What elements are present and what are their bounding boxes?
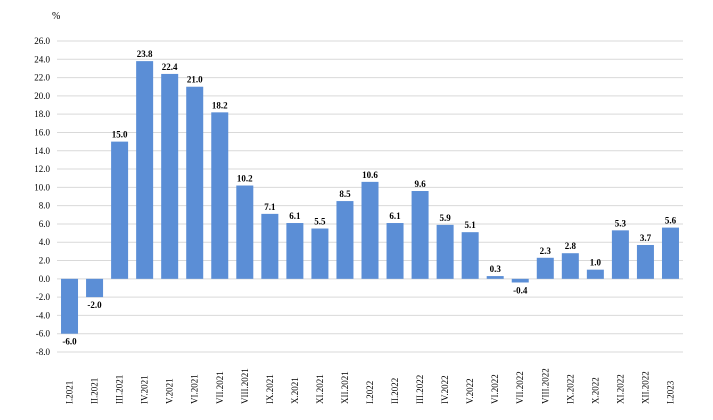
bar — [661, 227, 679, 279]
bar — [511, 278, 529, 283]
x-tick-label: I.2023 — [665, 380, 675, 404]
data-label: 15.0 — [112, 130, 128, 140]
data-labels: -6.0 -2.0 15.0 23.8 22.4 21.0 18.2 10.2 7.1 6.1 5.… — [62, 49, 676, 347]
x-tick-label: VII.2022 — [515, 371, 525, 404]
data-label: 1.0 — [590, 258, 602, 268]
data-label: -2.0 — [87, 300, 102, 310]
y-axis-unit-label: % — [52, 11, 60, 22]
x-tick-label: VIII.2021 — [240, 368, 250, 404]
x-tick-label: IV.2022 — [440, 375, 450, 404]
x-tick-label: V.2021 — [165, 378, 175, 404]
x-tick-label: X.2021 — [290, 377, 300, 404]
bar — [586, 269, 604, 279]
data-label: 5.1 — [465, 220, 477, 230]
data-label: 7.1 — [264, 202, 276, 212]
x-tick-label: I.2021 — [65, 381, 75, 404]
y-tick-label: 10.0 — [34, 182, 50, 192]
bar — [236, 185, 254, 279]
x-tick-label: V.2022 — [465, 378, 475, 404]
bar — [336, 201, 354, 279]
y-tick-label: 22.0 — [34, 73, 50, 83]
y-tick-label: 26.0 — [34, 36, 50, 46]
x-tick-label: II.2022 — [390, 378, 400, 404]
x-tick-label: III.2021 — [115, 375, 125, 404]
data-label: 21.0 — [187, 75, 203, 85]
x-tick-label: IV.2021 — [140, 375, 150, 404]
y-tick-label: 4.0 — [39, 237, 51, 247]
data-label: 22.4 — [162, 62, 178, 72]
data-label: 18.2 — [212, 100, 228, 110]
y-tick-label: 8.0 — [39, 201, 51, 211]
x-tick-label: XI.2022 — [615, 374, 625, 404]
data-label: 0.3 — [490, 264, 502, 274]
y-tick-label: 2.0 — [39, 256, 51, 266]
data-label: 3.7 — [640, 233, 652, 243]
bar — [486, 276, 504, 279]
bar — [161, 73, 179, 279]
y-tick-label: -4.0 — [36, 310, 51, 320]
x-tick-label: XII.2021 — [340, 371, 350, 404]
x-tick-label: II.2021 — [90, 378, 100, 404]
data-label: 10.2 — [237, 174, 253, 184]
x-tick-label: III.2022 — [415, 375, 425, 404]
x-tick-label: VIII.2022 — [540, 368, 550, 404]
bar — [261, 213, 279, 279]
data-label: 5.6 — [665, 216, 677, 226]
bar — [611, 230, 629, 279]
bar — [536, 257, 554, 279]
y-tick-label: -2.0 — [36, 292, 51, 302]
bar — [211, 112, 229, 279]
x-tick-label: IX.2021 — [265, 374, 275, 404]
data-label: -0.4 — [513, 285, 528, 295]
bar — [361, 181, 379, 279]
x-tick-label: I.2022 — [365, 381, 375, 404]
y-tick-label: 12.0 — [34, 164, 50, 174]
data-label: 5.9 — [439, 213, 451, 223]
y-tick-label: -6.0 — [36, 329, 51, 339]
bar — [86, 278, 104, 298]
data-label: 23.8 — [137, 49, 153, 59]
x-tick-label: X.2022 — [590, 377, 600, 404]
y-tick-label: 16.0 — [34, 127, 50, 137]
x-axis-ticks: I.2021 II.2021 III.2021 IV.2021 V.2021 VI.202… — [65, 368, 676, 404]
y-tick-label: 6.0 — [39, 219, 51, 229]
data-label: 10.6 — [362, 170, 378, 180]
bar — [436, 224, 454, 279]
bars — [61, 61, 679, 334]
x-tick-label: XII.2022 — [640, 371, 650, 404]
x-tick-label: VI.2022 — [490, 374, 500, 404]
data-label: 6.1 — [389, 211, 401, 221]
data-label: 8.5 — [339, 189, 351, 199]
bar — [136, 61, 154, 279]
y-tick-label: 24.0 — [34, 54, 50, 64]
bar — [286, 223, 304, 279]
data-label: 5.3 — [615, 218, 627, 228]
y-axis-ticks: -8.0 -6.0 -4.0 -2.0 0.0 2.0 4.0 6.0 8.0 10.0 12.0 1… — [34, 36, 50, 357]
bar — [386, 223, 404, 279]
x-tick-label: XI.2021 — [315, 374, 325, 404]
y-tick-label: 20.0 — [34, 91, 50, 101]
y-tick-label: 18.0 — [34, 109, 50, 119]
data-label: 6.1 — [289, 211, 301, 221]
bar — [636, 244, 654, 279]
bar — [61, 278, 79, 334]
data-label: 2.8 — [565, 241, 577, 251]
bar — [461, 232, 479, 279]
data-label: 5.5 — [314, 217, 326, 227]
y-tick-label: -8.0 — [36, 347, 51, 357]
y-tick-label: 14.0 — [34, 146, 50, 156]
bar — [111, 141, 129, 279]
data-label: 9.6 — [414, 179, 426, 189]
bar — [311, 228, 329, 279]
bar — [186, 86, 204, 279]
bar — [411, 191, 429, 279]
data-label: 2.3 — [540, 246, 552, 256]
bar — [561, 253, 579, 279]
x-tick-label: VI.2021 — [190, 374, 200, 404]
y-tick-label: 0.0 — [39, 274, 51, 284]
x-tick-label: IX.2022 — [565, 374, 575, 404]
x-tick-label: VII.2021 — [215, 371, 225, 404]
data-label: -6.0 — [62, 337, 77, 347]
